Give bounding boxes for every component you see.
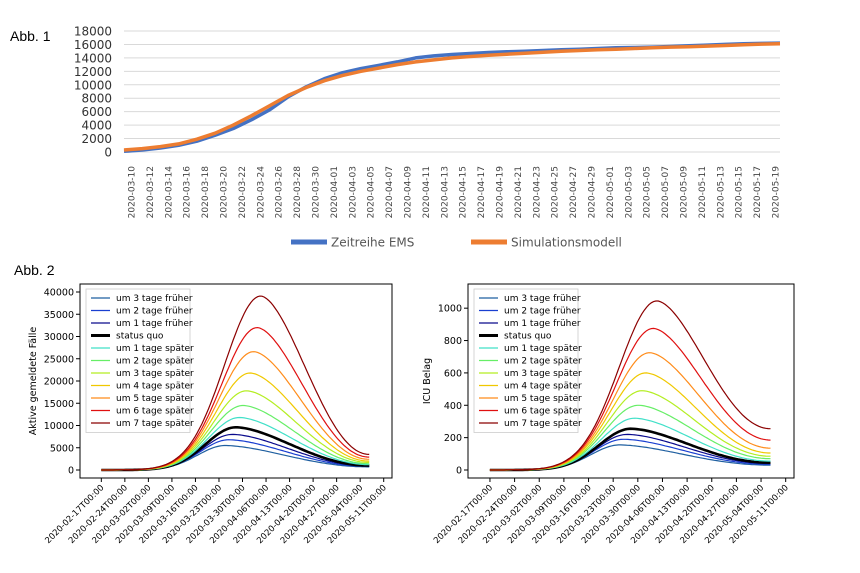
- x-tick-label: 2020-04-07: [385, 166, 395, 218]
- legend-label: um 6 tage später: [504, 407, 582, 417]
- y-tick-label: 30000: [44, 332, 74, 343]
- y-tick-label: 10000: [44, 421, 74, 432]
- x-tick-label: 2020-05-15: [735, 166, 745, 218]
- x-tick-label: 2020-04-05: [367, 166, 377, 218]
- legend: um 3 tage früher um 2 tage früher um 1 tag…: [473, 288, 582, 433]
- y-tick-label: 15000: [44, 399, 74, 410]
- x-tick-label: 2020-04-13: [440, 166, 450, 218]
- legend-label: um 3 tage später: [504, 369, 582, 379]
- x-tick-label: 2020-03-16: [183, 166, 193, 219]
- x-tick-label: 2020-04-27: [569, 166, 579, 218]
- x-tick-label: 2020-05-07: [661, 166, 671, 218]
- legend-label: um 2 tage früher: [504, 307, 581, 317]
- legend-label: status quo: [116, 332, 164, 342]
- series-line: [101, 295, 370, 471]
- plot-frame: [467, 283, 795, 479]
- x-tick-label: 2020-04-15: [459, 166, 469, 218]
- x-tick-label: 2020-05-05: [643, 166, 653, 218]
- y-tick-label: 0: [68, 466, 74, 477]
- y-tick-label: 14000: [74, 51, 112, 65]
- x-tick-label: 2020-05-01: [606, 166, 616, 218]
- x-tick-label: 2020-04-19: [496, 166, 506, 219]
- legend-label: um 7 tage später: [504, 419, 582, 429]
- x-tick-label: 2020-03-28: [293, 166, 303, 219]
- x-tick-label: 2020-03-30: [312, 166, 322, 219]
- legend: um 3 tage früher um 2 tage früher um 1 tag…: [85, 288, 194, 433]
- y-tick-label: 40000: [44, 288, 74, 299]
- x-tick-label: 2020-05-03: [624, 166, 634, 218]
- figure-1-label: Abb. 1: [10, 28, 51, 44]
- y-tick-label: 5000: [50, 443, 74, 454]
- chart-1: 0200040006000800010000120001400016000180…: [74, 25, 782, 250]
- x-tick-label: 2020-03-18: [201, 166, 211, 219]
- x-tick-label: 2020-04-23: [532, 166, 542, 218]
- legend-label: um 2 tage später: [504, 357, 582, 367]
- y-tick-label: 800: [444, 336, 462, 347]
- y-tick-label: 20000: [44, 377, 74, 388]
- y-tick-label: 400: [444, 401, 462, 412]
- legend-label: um 3 tage früher: [116, 294, 193, 304]
- y-tick-label: 16000: [74, 38, 112, 52]
- x-tick-label: 2020-03-14: [164, 166, 174, 219]
- y-tick-label: 600: [444, 368, 462, 379]
- y-tick-label: 12000: [74, 65, 112, 79]
- x-tick-label: 2020-05-11: [698, 166, 708, 218]
- y-tick-label: 200: [444, 433, 462, 444]
- legend-label: um 1 tage früher: [504, 319, 581, 329]
- x-tick-label: 2020-05-19: [772, 166, 782, 219]
- legend-label: um 2 tage später: [116, 357, 194, 367]
- series-line: [101, 439, 370, 471]
- legend-label: um 4 tage später: [504, 382, 582, 392]
- figure-2-label: Abb. 2: [14, 262, 55, 278]
- legend-label: um 2 tage früher: [116, 307, 193, 317]
- legend-label: um 1 tage früher: [116, 319, 193, 329]
- y-tick-label: 0: [456, 466, 462, 477]
- x-tick-label: 2020-04-21: [514, 166, 524, 218]
- y-tick-label: 8000: [81, 92, 112, 106]
- x-tick-label: 2020-04-25: [551, 166, 561, 218]
- x-tick-label: 2020-04-03: [348, 166, 358, 218]
- x-tick-label: 2020-05-13: [716, 166, 726, 218]
- x-tick-label: 2020-04-17: [477, 166, 487, 218]
- legend-label: um 3 tage früher: [504, 294, 581, 304]
- legend-label: um 7 tage später: [116, 419, 194, 429]
- y-tick-label: 2000: [81, 132, 112, 146]
- y-tick-label: 4000: [81, 119, 112, 133]
- x-tick-label: 2020-04-01: [330, 166, 340, 218]
- x-tick-label: 2020-04-09: [404, 166, 414, 219]
- y-tick-label: 18000: [74, 25, 112, 39]
- legend-label: um 5 tage später: [504, 394, 582, 404]
- x-tick-label: 2020-05-17: [753, 166, 763, 218]
- legend-label: um 4 tage später: [116, 382, 194, 392]
- y-tick-label: 1000: [438, 304, 462, 315]
- x-tick-label: 2020-04-29: [588, 166, 598, 219]
- y-axis-label: ICU Belag: [422, 358, 433, 404]
- legend-label: um 3 tage später: [116, 369, 194, 379]
- y-tick-label: 35000: [44, 310, 74, 321]
- y-tick-label: 25000: [44, 354, 74, 365]
- legend-label: um 6 tage später: [116, 407, 194, 417]
- y-tick-label: 6000: [81, 105, 112, 119]
- legend-label: um 5 tage später: [116, 394, 194, 404]
- x-tick-label: 2020-03-12: [146, 166, 156, 218]
- x-tick-label: 2020-03-10: [128, 166, 138, 219]
- x-tick-label: 2020-04-11: [422, 166, 432, 218]
- y-axis-label: Aktive gemeldete Fälle: [28, 327, 39, 436]
- x-tick-label: 2020-03-22: [238, 166, 248, 218]
- legend-label: Simulationsmodell: [511, 236, 622, 250]
- legend-label: um 1 tage später: [116, 344, 194, 354]
- series-line: [489, 300, 771, 471]
- y-tick-label: 0: [104, 146, 112, 160]
- x-tick-label: 2020-03-20: [220, 166, 230, 219]
- legend-label: status quo: [504, 332, 552, 342]
- series-line-simulationsmodell: [123, 42, 781, 152]
- legend-label: um 1 tage später: [504, 344, 582, 354]
- x-tick-label: 2020-05-09: [680, 166, 690, 219]
- legend-label: Zeitreihe EMS: [331, 236, 414, 250]
- x-tick-label: 2020-03-24: [256, 166, 266, 219]
- x-tick-label: 2020-03-26: [275, 166, 285, 219]
- y-tick-label: 10000: [74, 78, 112, 92]
